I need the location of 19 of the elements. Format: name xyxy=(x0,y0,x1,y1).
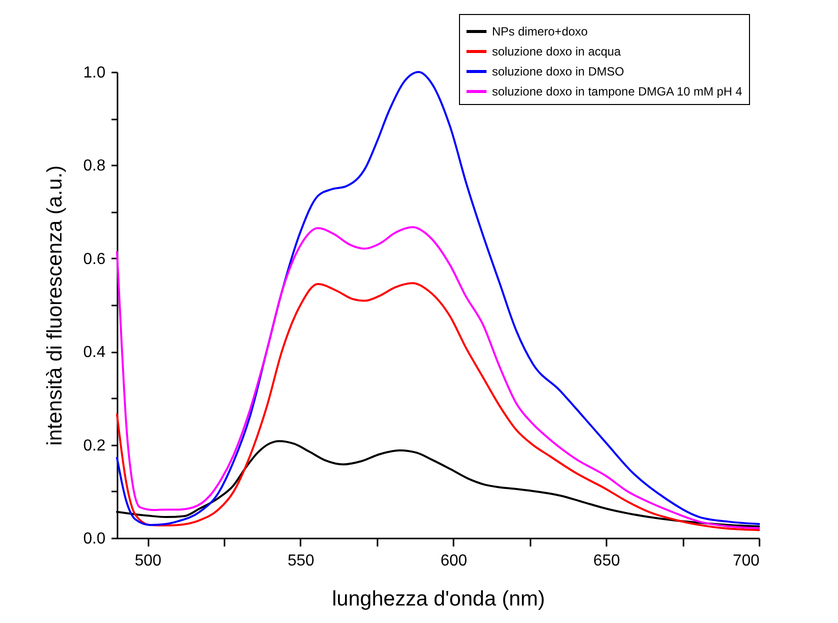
legend-label: soluzione doxo in tampone DMGA 10 mM pH 4 xyxy=(492,84,742,98)
y-tick-label: 0.0 xyxy=(83,530,106,548)
line-series xyxy=(116,226,760,530)
x-tick-label: 650 xyxy=(593,552,620,570)
x-tick-label: 700 xyxy=(732,552,760,570)
line-series xyxy=(116,282,760,532)
x-tick-label: 550 xyxy=(288,552,314,570)
legend-label: soluzione doxo in acqua xyxy=(492,44,622,58)
y-axis-title: intensità di fluorescenza (a.u.) xyxy=(43,165,66,446)
x-tick-label: 600 xyxy=(440,552,468,570)
x-axis-title: lunghezza d'onda (nm) xyxy=(332,588,545,610)
y-tick-label: 1.0 xyxy=(83,64,106,82)
y-tick-label: 0.2 xyxy=(83,437,106,454)
legend-label: NPs dimero+doxo xyxy=(492,24,588,38)
y-tick-label: 0.4 xyxy=(83,344,106,362)
y-tick-label: 0.6 xyxy=(83,250,106,268)
legend-label: soluzione doxo in DMSO xyxy=(492,64,624,78)
x-tick-label: 500 xyxy=(134,552,162,570)
y-tick-label: 0.8 xyxy=(83,158,106,175)
